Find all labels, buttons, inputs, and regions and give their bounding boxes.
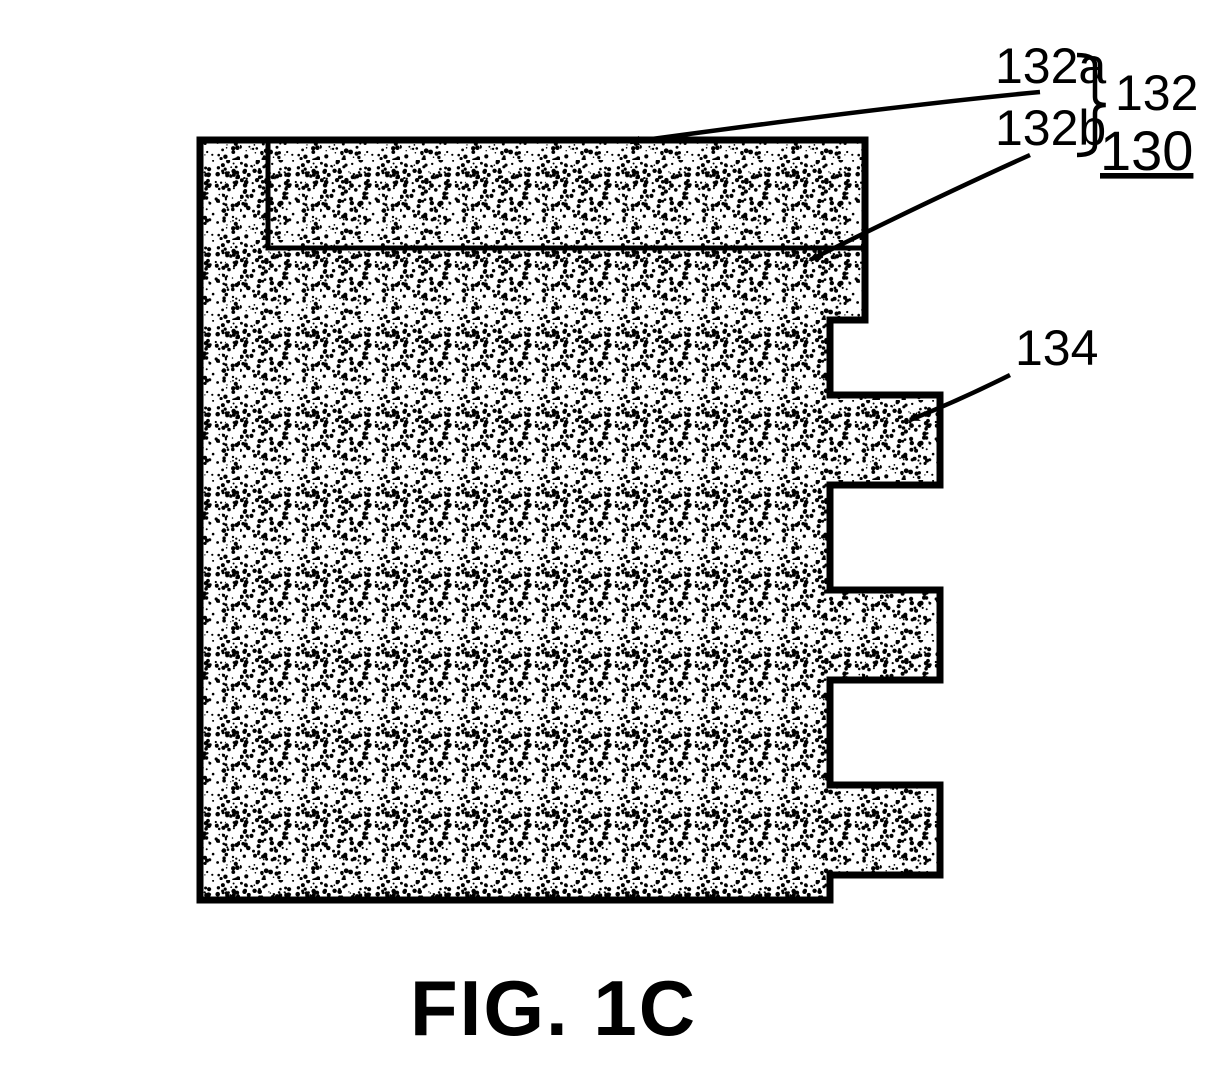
label-132b: 132b	[995, 100, 1106, 156]
label-134: 134	[1015, 320, 1098, 376]
label-132: 132	[1115, 65, 1198, 121]
outer-body	[200, 140, 940, 900]
leader-132a	[630, 92, 1040, 142]
label-132a: 132a	[995, 38, 1106, 94]
figure-caption: FIG. 1C	[410, 964, 697, 1052]
ref-number: 130	[1100, 119, 1193, 182]
